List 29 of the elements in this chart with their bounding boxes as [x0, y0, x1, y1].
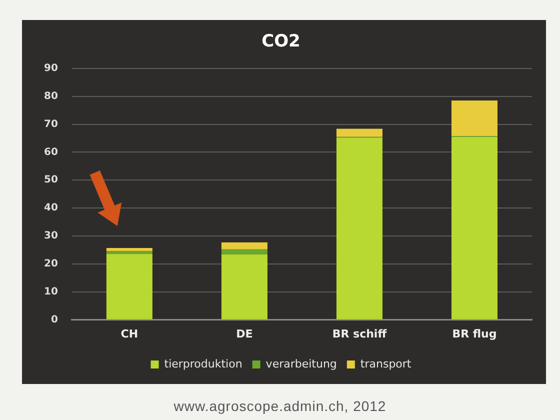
y-tick-label: 0 [50, 314, 58, 326]
bar [451, 100, 498, 136]
x-tick-label: DE [236, 327, 253, 340]
y-tick-label: 30 [44, 230, 58, 242]
y-tick-label: 90 [44, 62, 58, 74]
y-tick-label: 40 [44, 202, 58, 214]
y-tick-label: 50 [44, 174, 58, 186]
x-tick-label: CH [120, 327, 138, 340]
y-tick-label: 80 [44, 90, 58, 102]
bar [221, 254, 268, 320]
bar [106, 248, 152, 252]
x-tick-label: BR schiff [332, 327, 387, 340]
bar [221, 249, 268, 254]
bar [451, 136, 498, 320]
y-tick-label: 60 [44, 146, 58, 158]
y-tick-label: 20 [44, 258, 58, 270]
bar [221, 242, 268, 250]
bar [106, 251, 152, 254]
legend-label: verarbeitung [266, 357, 337, 370]
legend-label: transport [360, 357, 412, 370]
chart-title: CO2 [262, 32, 300, 52]
bar [106, 254, 152, 320]
text: www.agroscope.admin.ch, 2012 [172, 398, 388, 414]
bar [336, 128, 382, 137]
y-tick-label: 70 [44, 118, 58, 130]
y-tick-label: 10 [44, 286, 58, 298]
x-tick-label: BR flug [452, 327, 497, 340]
legend-label: tierproduktion [164, 357, 242, 370]
bar [336, 138, 382, 320]
